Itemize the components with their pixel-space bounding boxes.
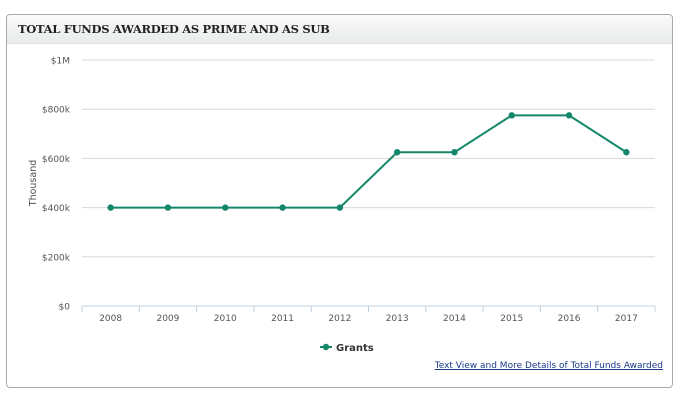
x-tick-label: 2016 <box>558 314 581 324</box>
chart-panel: TOTAL FUNDS AWARDED AS PRIME AND AS SUB <box>6 14 673 388</box>
x-tick-label: 2010 <box>214 314 237 324</box>
panel-title: TOTAL FUNDS AWARDED AS PRIME AND AS SUB <box>18 22 330 36</box>
data-point <box>279 204 286 211</box>
data-point <box>623 149 630 156</box>
y-tick-label: $0 <box>59 303 71 313</box>
y-tick-label: $400k <box>42 204 71 214</box>
x-tick-label: 2012 <box>328 314 351 324</box>
x-tick-label: 2009 <box>156 314 179 324</box>
data-point <box>222 204 229 211</box>
text-view-link[interactable]: Text View and More Details of Total Fund… <box>434 361 663 371</box>
data-point <box>508 112 515 119</box>
legend-marker <box>322 343 330 351</box>
x-tick-label: 2008 <box>99 314 122 324</box>
data-point <box>336 204 344 211</box>
y-tick-label: $200k <box>42 253 71 263</box>
data-point <box>164 204 172 211</box>
x-tick-label: 2017 <box>615 314 638 324</box>
x-tick-label: 2011 <box>271 314 294 324</box>
data-point <box>565 112 573 119</box>
series-line-grants <box>110 114 627 209</box>
data-point <box>107 204 114 211</box>
data-point <box>451 149 458 156</box>
legend-label: Grants <box>336 343 374 354</box>
data-point <box>393 149 401 156</box>
y-tick-label: $800k <box>42 106 71 116</box>
x-tick-label: 2013 <box>386 314 409 324</box>
y-axis-label: Thousand <box>28 160 39 207</box>
panel-header: TOTAL FUNDS AWARDED AS PRIME AND AS SUB <box>7 15 672 44</box>
x-tick-label: 2014 <box>443 314 466 324</box>
y-tick-label: $1M <box>51 57 70 67</box>
y-tick-label: $600k <box>42 155 71 165</box>
x-tick-label: 2015 <box>500 314 523 324</box>
